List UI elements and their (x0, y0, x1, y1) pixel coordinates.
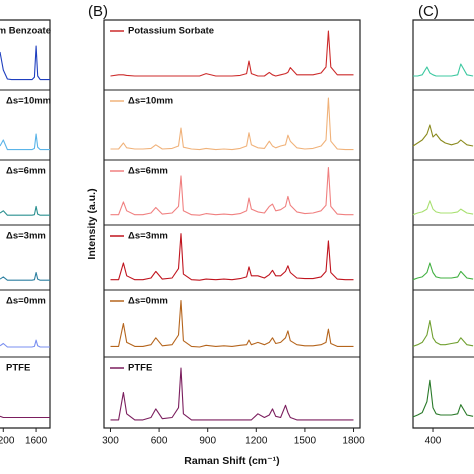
legend-label: PTFE (6, 363, 30, 374)
spectrum (110, 367, 354, 421)
spectrum (0, 271, 50, 281)
spectrum (0, 415, 50, 419)
panel-label: (B) (88, 3, 108, 20)
spectrum (0, 133, 50, 151)
spectrum (412, 320, 474, 347)
x-tick-label: 1200 (0, 436, 15, 447)
legend-label: Δs=6mm (128, 166, 168, 177)
spectrum (110, 300, 354, 348)
x-tick-label: 600 (151, 436, 168, 447)
frame (0, 19, 51, 429)
x-tick-label: 1500 (294, 436, 317, 447)
legend-label: Δs=3mm (6, 231, 46, 242)
spectrum (110, 30, 354, 77)
legend-label: PTFE (128, 363, 152, 374)
spectrum (412, 262, 474, 281)
legend-label: Δs=0mm (128, 296, 168, 307)
legend-label: Δs=10mm (128, 96, 173, 107)
frame (103, 19, 361, 429)
spectrum (412, 124, 474, 147)
spectrum (413, 63, 474, 77)
legend-label: Potassium Sorbate (128, 26, 214, 37)
spectrum (110, 233, 354, 281)
spectrum (412, 379, 474, 418)
legend-label: Δs=0mm (6, 296, 46, 307)
legend-label: Sodium Benzoate (0, 26, 51, 37)
x-tick-label: 1600 (25, 436, 48, 447)
legend-label: Δs=6mm (6, 166, 46, 177)
panel-label: (C) (418, 3, 439, 20)
x-tick-label: 1200 (245, 436, 268, 447)
spectrum (110, 97, 354, 151)
spectrum (0, 205, 50, 216)
x-tick-label: 300 (102, 436, 119, 447)
frame (412, 19, 474, 429)
y-axis-label: Intensity (a.u.) (86, 188, 98, 259)
x-axis-label: Raman Shift (cm⁻¹) (184, 455, 279, 467)
x-tick-label: 900 (199, 436, 216, 447)
spectrum (0, 339, 50, 348)
x-tick-label: 400 (425, 436, 442, 447)
spectrum (412, 200, 474, 216)
spectrum (0, 45, 50, 81)
x-tick-label: 1800 (342, 436, 365, 447)
spectrum (110, 166, 354, 216)
legend-label: Δs=3mm (128, 231, 168, 242)
legend-label: Δs=10mm (6, 96, 51, 107)
